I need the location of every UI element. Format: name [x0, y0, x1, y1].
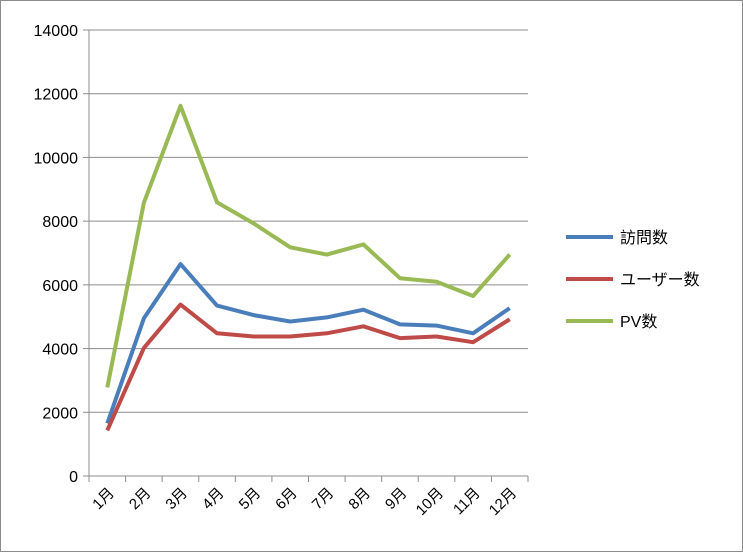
x-tick-label: 6月 [272, 485, 301, 514]
y-tick-label: 2000 [42, 405, 78, 422]
y-tick-label: 12000 [34, 87, 79, 104]
legend-label: ユーザー数 [620, 271, 700, 289]
tick-labels: 0 2000 4000 6000 8000 10000 12000 14000 1月 2月 3月 4月… [34, 23, 521, 519]
axes [83, 29, 529, 482]
x-tick-label: 5月 [236, 485, 265, 514]
gridlines [89, 29, 528, 413]
y-tick-label: 10000 [34, 150, 79, 167]
x-tick-label: 12月 [486, 485, 520, 519]
x-tick-label: 9月 [382, 485, 411, 514]
legend-label: 訪問数 [620, 229, 668, 247]
x-tick-label: 10月 [413, 485, 447, 519]
x-tick-label: 7月 [309, 485, 338, 514]
series-line [105, 262, 511, 425]
x-tick-label: 8月 [345, 485, 374, 514]
series-lines [105, 103, 512, 432]
x-tick-label: 2月 [126, 485, 155, 514]
legend-label: PV数 [620, 313, 657, 331]
x-tick-label: 4月 [199, 485, 228, 514]
series-line [105, 302, 511, 432]
y-tick-label: 4000 [42, 342, 78, 359]
y-tick-label: 14000 [34, 23, 79, 40]
y-tick-label: 0 [69, 469, 78, 486]
x-tick-label: 11月 [450, 485, 484, 519]
y-tick-label: 8000 [42, 214, 78, 231]
x-tick-label: 1月 [89, 485, 118, 514]
y-tick-label: 6000 [42, 278, 78, 295]
series-line [105, 103, 512, 388]
x-tick-label: 3月 [162, 485, 191, 514]
